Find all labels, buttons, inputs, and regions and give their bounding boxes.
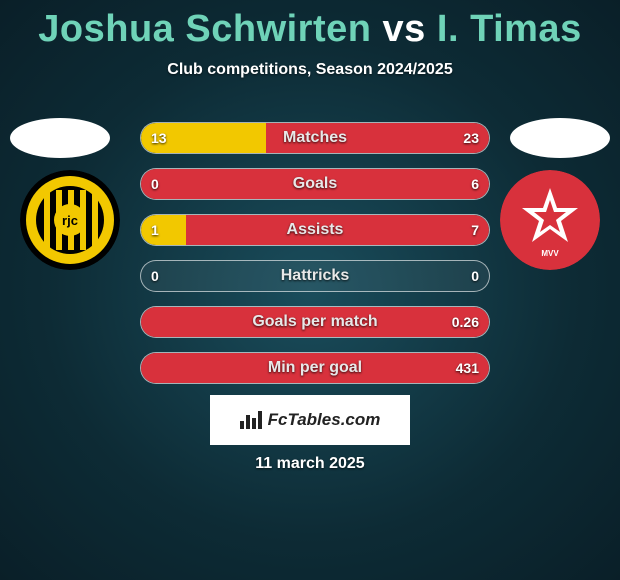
stat-label: Assists bbox=[141, 215, 489, 245]
stat-label: Hattricks bbox=[141, 261, 489, 291]
stat-row: 0.26Goals per match bbox=[140, 306, 490, 338]
source-badge: FcTables.com bbox=[210, 395, 410, 445]
player1-name: Joshua Schwirten bbox=[38, 8, 371, 50]
source-text: FcTables.com bbox=[268, 410, 381, 430]
stat-label: Goals bbox=[141, 169, 489, 199]
club2-logo: MVV bbox=[500, 170, 600, 270]
chart-icon bbox=[240, 411, 262, 429]
footer-date: 11 march 2025 bbox=[0, 455, 620, 473]
player2-avatar bbox=[510, 118, 610, 158]
club1-logo: rjc bbox=[20, 170, 120, 270]
vs-text: vs bbox=[383, 8, 426, 50]
stat-row: 17Assists bbox=[140, 214, 490, 246]
stats-bars: 1323Matches 06Goals 17Assists 00Hattricks 0.… bbox=[140, 122, 490, 398]
stat-row: 00Hattricks bbox=[140, 260, 490, 292]
player2-name: I. Timas bbox=[437, 8, 582, 50]
svg-text:MVV: MVV bbox=[541, 249, 559, 258]
stat-row: 06Goals bbox=[140, 168, 490, 200]
stat-label: Min per goal bbox=[141, 353, 489, 383]
subtitle: Club competitions, Season 2024/2025 bbox=[0, 61, 620, 79]
player1-avatar bbox=[10, 118, 110, 158]
svg-text:rjc: rjc bbox=[62, 213, 78, 228]
stat-row: 1323Matches bbox=[140, 122, 490, 154]
stat-row: 431Min per goal bbox=[140, 352, 490, 384]
stat-label: Goals per match bbox=[141, 307, 489, 337]
comparison-title: Joshua Schwirten vs I. Timas bbox=[0, 0, 620, 51]
stat-label: Matches bbox=[141, 123, 489, 153]
